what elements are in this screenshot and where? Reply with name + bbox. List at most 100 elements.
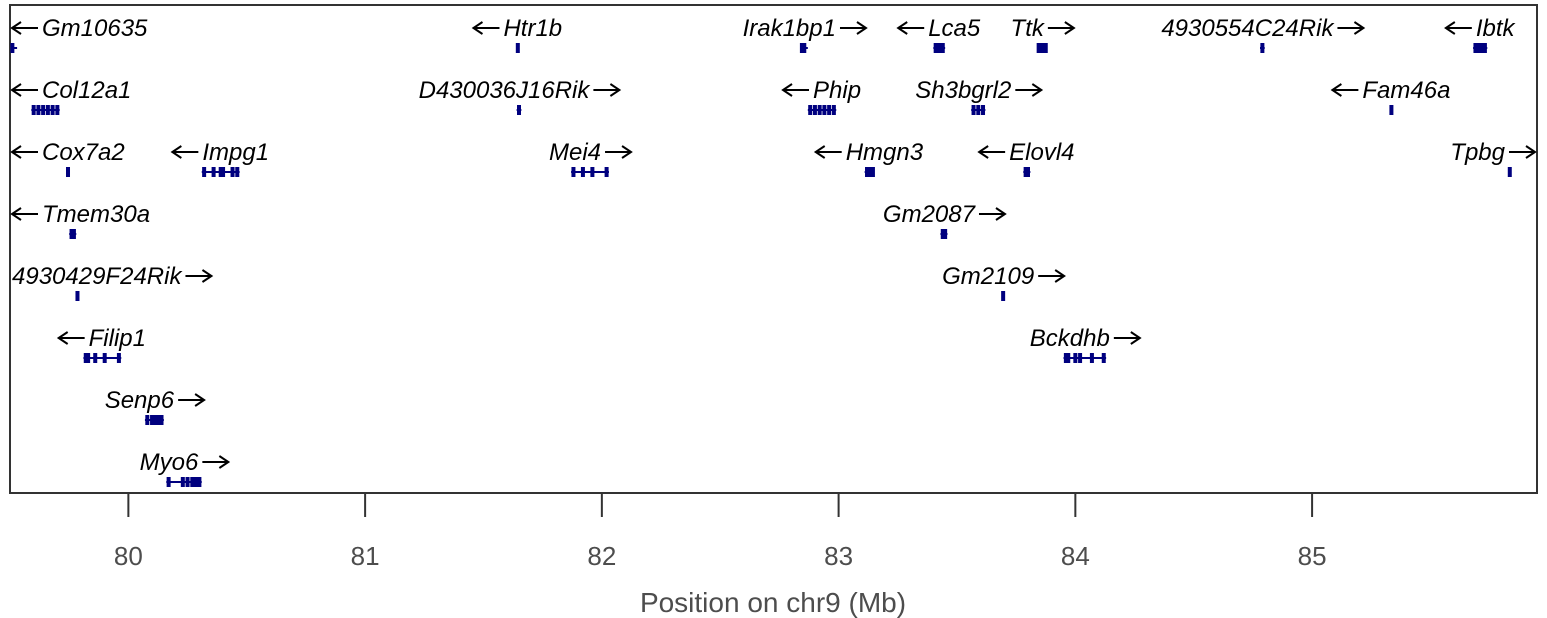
exon <box>69 229 74 239</box>
exon <box>822 105 827 115</box>
gene-label: Col12a1 <box>42 77 131 104</box>
exon <box>157 415 162 425</box>
strand-arrow-head <box>194 393 206 407</box>
exon <box>50 105 55 115</box>
x-tick-label-83: 83 <box>824 541 853 571</box>
x-tick-label-82: 82 <box>587 541 616 571</box>
exon <box>1478 43 1483 53</box>
gene-label: Tmem30a <box>42 201 150 228</box>
gene-Cox7a2: Cox7a2 <box>10 139 125 177</box>
exon <box>1473 43 1478 53</box>
strand-arrow-head <box>896 21 908 35</box>
exon <box>102 353 107 363</box>
exon <box>1389 105 1394 115</box>
exon <box>202 167 207 177</box>
strand-arrow-head <box>995 207 1007 221</box>
exon <box>937 43 942 53</box>
exon <box>1023 167 1028 177</box>
exon <box>154 415 159 425</box>
gene-label: Bckdhb <box>1030 325 1110 352</box>
exon <box>180 477 185 487</box>
gene-label: Elovl4 <box>1009 139 1074 166</box>
exon <box>1041 43 1046 53</box>
gene-label: Tpbg <box>1450 139 1505 166</box>
strand-arrow-head <box>1064 21 1076 35</box>
exon <box>41 105 46 115</box>
exon <box>75 291 80 301</box>
exon <box>515 43 520 53</box>
gene-Irak1bp1: Irak1bp1 <box>743 15 868 53</box>
exon <box>152 415 157 425</box>
strand-arrow-head <box>1054 269 1066 283</box>
exon <box>1078 353 1083 363</box>
exon <box>981 105 986 115</box>
gene-Myo6: Myo6 <box>140 449 231 487</box>
exon <box>971 105 976 115</box>
exon <box>933 43 938 53</box>
gene-label: Ibtk <box>1476 15 1517 42</box>
strand-arrow-head <box>1353 21 1366 35</box>
gene-label: Sh3bgrl2 <box>915 77 1011 104</box>
exon <box>166 477 171 487</box>
x-tick-label-84: 84 <box>1061 541 1090 571</box>
gene-label: Impg1 <box>202 139 269 166</box>
gene-Tpbg: Tpbg <box>1450 139 1537 177</box>
gene-label: Myo6 <box>140 449 199 476</box>
exon <box>145 415 150 425</box>
exon <box>827 105 832 115</box>
exon <box>808 105 813 115</box>
exon <box>36 105 41 115</box>
x-axis-title: Position on chr9 (Mb) <box>640 587 906 618</box>
exon <box>1073 353 1078 363</box>
exon <box>195 477 200 487</box>
exon <box>1482 43 1487 53</box>
gene-Ttk: Ttk <box>1011 15 1076 53</box>
x-tick-label-81: 81 <box>351 541 380 571</box>
exon <box>190 477 195 487</box>
strand-arrow-head <box>609 83 622 97</box>
exon <box>1507 167 1512 177</box>
gene-label: Filip1 <box>89 325 146 352</box>
exon <box>590 167 595 177</box>
gene-Gm2087: Gm2087 <box>883 201 1007 239</box>
exon <box>1036 43 1041 53</box>
gene-Bckdhb: Bckdhb <box>1030 325 1142 363</box>
exon <box>1043 43 1048 53</box>
strand-arrow-head <box>621 145 633 159</box>
exon <box>1089 353 1094 363</box>
exon <box>150 415 155 425</box>
gene-label: Gm2109 <box>942 263 1034 290</box>
exon <box>1260 43 1265 53</box>
exon <box>235 167 240 177</box>
exon <box>66 167 71 177</box>
exon <box>940 229 945 239</box>
gene-Lca5: Lca5 <box>896 15 981 53</box>
x-tick-label-80: 80 <box>114 541 143 571</box>
exon <box>517 105 521 115</box>
exon <box>802 43 807 53</box>
exon <box>940 43 945 53</box>
exon <box>1063 353 1068 363</box>
gene-D430036J16Rik: D430036J16Rik <box>419 77 622 115</box>
strand-arrow-head <box>781 83 793 97</box>
exon <box>571 167 576 177</box>
strand-arrow-head <box>10 207 22 221</box>
gene-label: Lca5 <box>928 15 981 42</box>
gene-label: Fam46a <box>1362 77 1450 104</box>
exon <box>604 167 609 177</box>
gene-Col12a1: Col12a1 <box>10 77 131 115</box>
strand-arrow-head <box>856 21 868 35</box>
exon <box>55 105 60 115</box>
exon <box>185 477 190 487</box>
exon <box>817 105 822 115</box>
exon <box>1480 43 1485 53</box>
gene-Elovl4: Elovl4 <box>977 139 1075 177</box>
exon <box>197 477 202 487</box>
exon <box>221 167 226 177</box>
gene-Phip: Phip <box>781 77 861 115</box>
strand-arrow-head <box>1444 21 1456 35</box>
exon <box>1101 353 1106 363</box>
strand-arrow-head <box>977 145 989 159</box>
gene-label: Hmgn3 <box>846 139 924 166</box>
